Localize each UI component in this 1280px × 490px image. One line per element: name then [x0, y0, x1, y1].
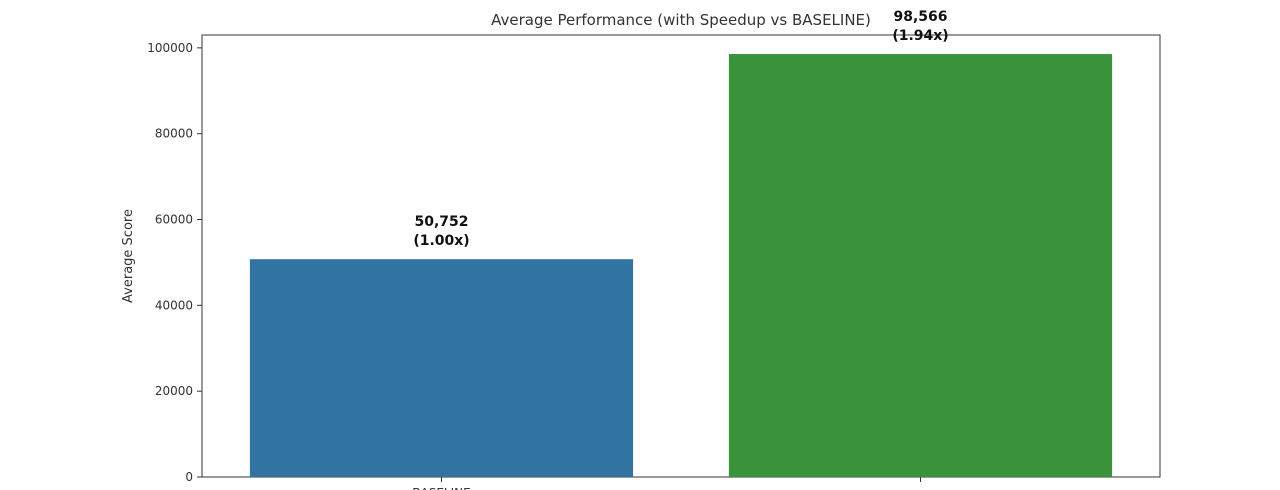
- bar: [249, 259, 634, 477]
- bar-series: 50,752 (1.00x) 98,566 (1.94x): [249, 9, 1113, 477]
- y-tick-label: 100000: [147, 41, 193, 55]
- bar: [728, 54, 1113, 477]
- bar-speedup-label: (1.00x): [413, 233, 469, 249]
- chart-title: Average Performance (with Speedup vs BAS…: [491, 11, 871, 29]
- bar-speedup-label: (1.94x): [892, 28, 948, 44]
- x-tick-label: BASELINE: [412, 486, 470, 490]
- y-tick-label: 40000: [155, 298, 193, 312]
- y-axis: 0 20000 40000 60000 80000 100000: [147, 41, 202, 484]
- y-tick-label: 0: [185, 470, 193, 484]
- bar-value-label: 50,752: [414, 214, 468, 230]
- y-tick-label: 80000: [155, 127, 193, 141]
- y-tick-label: 20000: [155, 384, 193, 398]
- bar-value-label: 98,566: [893, 9, 947, 25]
- y-tick-label: 60000: [155, 213, 193, 227]
- plot-area: [201, 34, 1161, 478]
- x-axis: BASELINE: [412, 477, 921, 490]
- y-axis-label: Average Score: [121, 209, 136, 303]
